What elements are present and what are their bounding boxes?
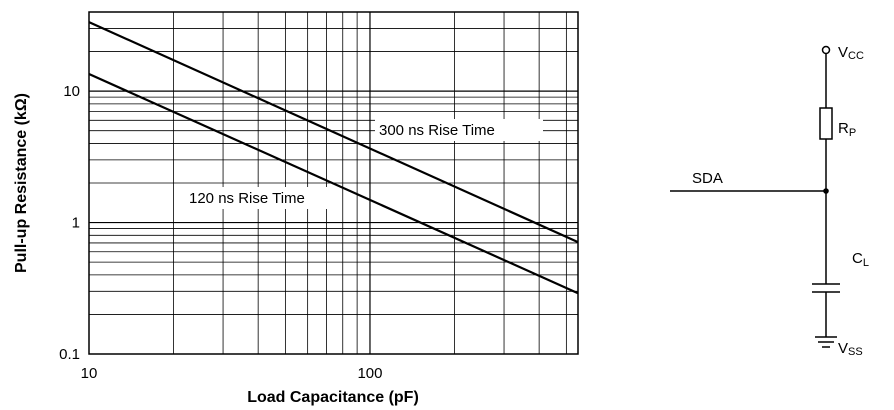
svg-text:300 ns Rise Time: 300 ns Rise Time (379, 122, 495, 139)
series-label-300ns: 300 ns Rise Time (375, 119, 543, 141)
y-tick-label: 10 (63, 83, 80, 100)
y-tick-label: 1 (72, 215, 80, 232)
ground-icon (815, 336, 837, 348)
y-tick-label: 0.1 (59, 346, 80, 363)
rp-label: RP (838, 120, 856, 139)
series-labels: 120 ns Rise Time 300 ns Rise Time (185, 119, 543, 209)
x-axis-title: Load Capacitance (pF) (247, 389, 419, 406)
series-lines (88, 21, 579, 295)
series-line-120ns (88, 72, 579, 295)
sda-label: SDA (692, 170, 723, 187)
y-tick-labels: 0.1 1 10 (59, 83, 80, 363)
svg-text:120 ns Rise Time: 120 ns Rise Time (189, 190, 305, 207)
schematic-labels: VCC RP SDA CL VSS (692, 44, 869, 358)
x-tick-labels: 10 100 (81, 365, 383, 382)
vcc-label: VCC (838, 44, 864, 62)
cl-label: CL (852, 250, 869, 269)
plot-frame (88, 11, 579, 355)
x-tick-label: 100 (357, 365, 382, 382)
y-axis-title: Pull-up Resistance (kΩ) (13, 93, 30, 273)
vcc-terminal (821, 45, 831, 55)
pullup-chart: 120 ns Rise Time 300 ns Rise Time 10 100 0… (13, 11, 579, 406)
series-line-300ns (88, 21, 579, 244)
series-label-120ns: 120 ns Rise Time (185, 187, 335, 209)
pullup-schematic (670, 45, 840, 348)
resistor-rp (819, 107, 833, 140)
chart-grid (89, 12, 578, 354)
vss-label: VSS (838, 340, 863, 358)
x-tick-label: 10 (81, 365, 98, 382)
